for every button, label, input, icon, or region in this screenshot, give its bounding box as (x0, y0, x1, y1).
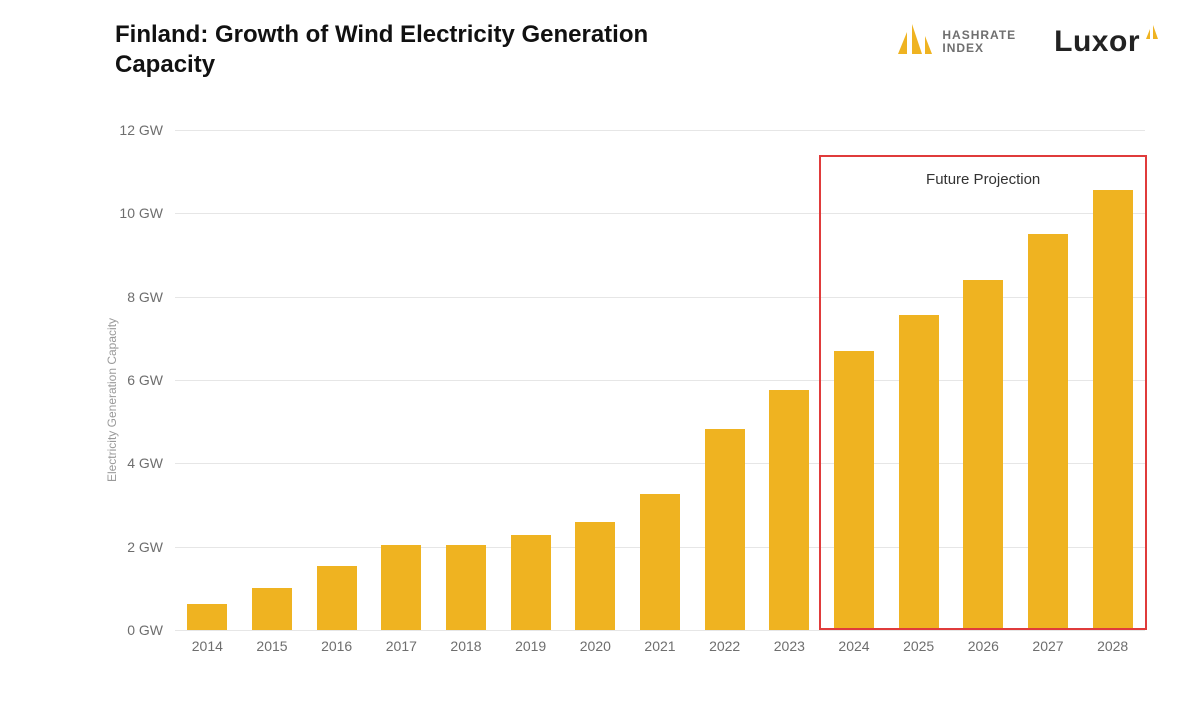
page-root: Finland: Growth of Wind Electricity Gene… (0, 0, 1200, 709)
x-tick-label: 2015 (256, 638, 287, 654)
bar (705, 429, 745, 630)
luxor-icon (1146, 25, 1160, 44)
bars-layer (175, 130, 1145, 630)
x-tick-label: 2025 (903, 638, 934, 654)
x-tick-label: 2024 (838, 638, 869, 654)
bar (1093, 190, 1133, 630)
hashrate-index-icon (898, 24, 932, 59)
x-tick-label: 2016 (321, 638, 352, 654)
y-tick-label: 4 GW (127, 455, 175, 471)
luxor-text: Luxor (1054, 25, 1140, 59)
bar (963, 280, 1003, 630)
bar (899, 315, 939, 630)
x-tick-label: 2022 (709, 638, 740, 654)
bar (1028, 234, 1068, 630)
bar (317, 566, 357, 630)
x-tick-label: 2021 (644, 638, 675, 654)
bar (640, 494, 680, 630)
y-tick-label: 2 GW (127, 539, 175, 555)
x-tick-label: 2017 (386, 638, 417, 654)
y-tick-label: 6 GW (127, 372, 175, 388)
x-tick-label: 2019 (515, 638, 546, 654)
bar (575, 522, 615, 630)
x-tick-label: 2027 (1032, 638, 1063, 654)
hashrate-index-logo: HASHRATE INDEX (898, 24, 1016, 59)
bar (381, 545, 421, 630)
header: Finland: Growth of Wind Electricity Gene… (115, 20, 1160, 80)
bar (834, 351, 874, 630)
y-tick-label: 0 GW (127, 622, 175, 638)
chart: Electricity Generation Capacity 0 GW2 GW… (60, 120, 1170, 680)
hashrate-index-line2: INDEX (942, 42, 1016, 55)
luxor-logo: Luxor (1054, 25, 1160, 59)
x-tick-label: 2018 (450, 638, 481, 654)
x-tick-label: 2020 (580, 638, 611, 654)
hashrate-index-text: HASHRATE INDEX (942, 29, 1016, 54)
plot-area: 0 GW2 GW4 GW6 GW8 GW10 GW12 GWFuture Pro… (175, 130, 1145, 630)
x-tick-label: 2014 (192, 638, 223, 654)
y-axis-title: Electricity Generation Capacity (105, 318, 119, 482)
bar (511, 535, 551, 630)
gridline (175, 630, 1145, 631)
bar (252, 588, 292, 630)
bar (187, 604, 227, 630)
hashrate-index-line1: HASHRATE (942, 29, 1016, 42)
logo-group: HASHRATE INDEX Luxor (898, 24, 1160, 59)
bar (446, 545, 486, 630)
x-axis-ticks: 2014 2015 2016 2017 2018 2019 2020 2021 2022 2023… (175, 638, 1145, 668)
x-tick-label: 2028 (1097, 638, 1128, 654)
x-tick-label: 2026 (968, 638, 999, 654)
y-tick-label: 8 GW (127, 289, 175, 305)
y-tick-label: 10 GW (119, 205, 175, 221)
x-tick-label: 2023 (774, 638, 805, 654)
chart-title: Finland: Growth of Wind Electricity Gene… (115, 20, 675, 80)
y-tick-label: 12 GW (119, 122, 175, 138)
bar (769, 390, 809, 630)
